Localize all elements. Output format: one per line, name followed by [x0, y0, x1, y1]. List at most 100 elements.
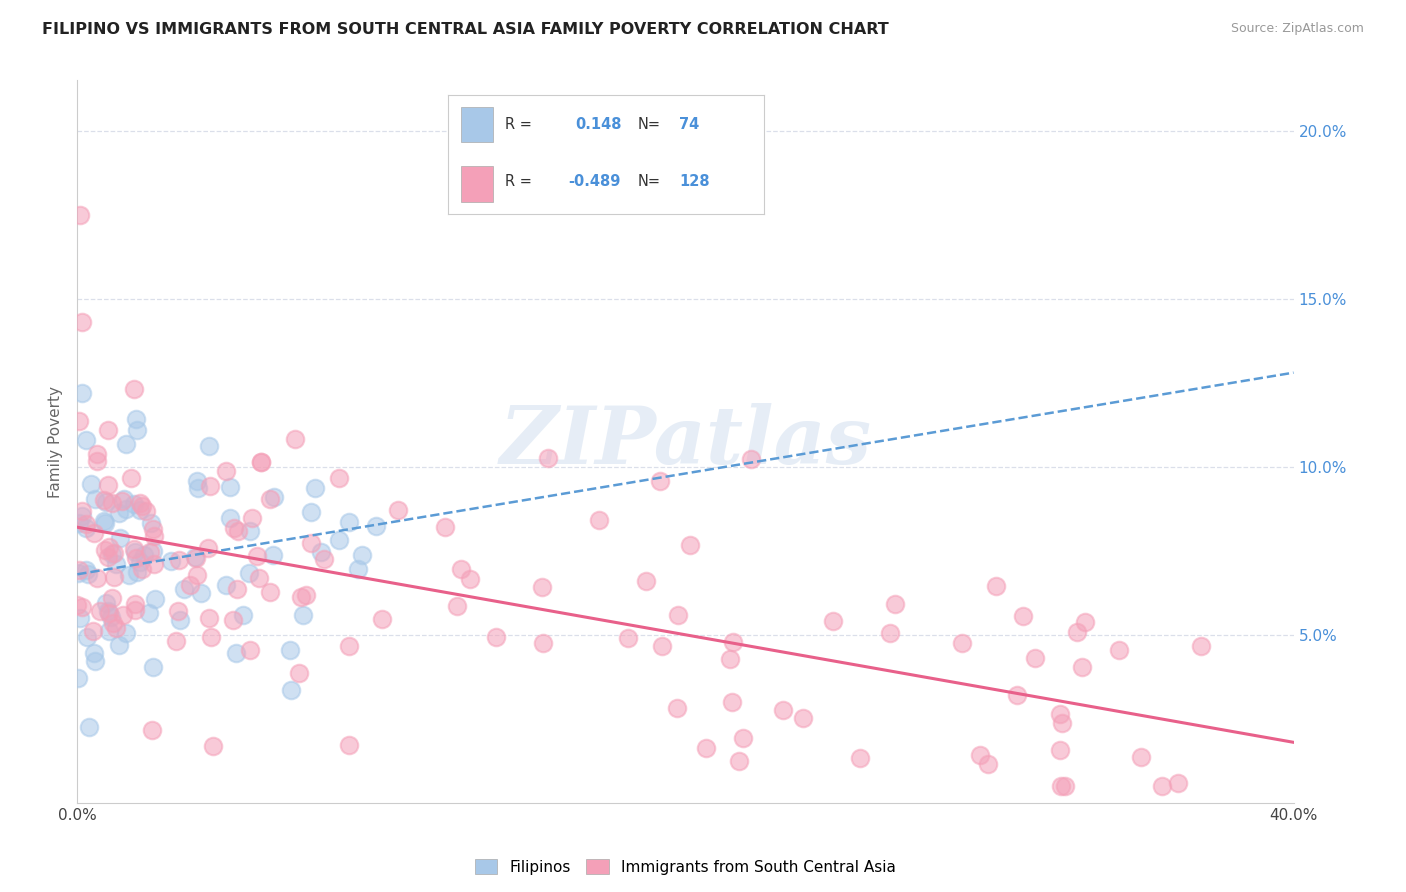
- Point: [165, 634, 187, 648]
- Point: [179, 577, 201, 591]
- Point: [186, 568, 208, 582]
- Point: [1066, 624, 1088, 639]
- Point: [588, 513, 610, 527]
- Point: [93, 493, 115, 508]
- Point: [250, 455, 273, 469]
- Point: [72, 315, 94, 329]
- Point: [679, 538, 702, 552]
- Point: [70, 508, 93, 523]
- Point: [723, 634, 745, 648]
- Point: [1049, 707, 1071, 722]
- Point: [879, 626, 901, 640]
- Point: [280, 683, 302, 698]
- Point: [101, 547, 124, 561]
- Point: [83, 654, 105, 668]
- Point: [107, 638, 129, 652]
- Point: [131, 562, 153, 576]
- Point: [173, 582, 195, 596]
- Point: [67, 516, 90, 530]
- Point: [288, 665, 311, 680]
- Point: [94, 596, 117, 610]
- Point: [352, 548, 374, 562]
- Point: [668, 607, 690, 622]
- Point: [101, 591, 124, 606]
- Point: [125, 411, 148, 425]
- Point: [259, 584, 281, 599]
- Point: [226, 524, 249, 539]
- Point: [1071, 660, 1094, 674]
- Point: [169, 553, 191, 567]
- Point: [103, 616, 125, 631]
- Point: [94, 495, 117, 509]
- Point: [122, 382, 145, 396]
- Point: [115, 502, 138, 516]
- Point: [125, 423, 148, 437]
- Point: [125, 550, 148, 565]
- Point: [1074, 615, 1097, 629]
- Point: [648, 474, 671, 488]
- Point: [97, 624, 120, 638]
- Legend: Filipinos, Immigrants from South Central Asia: Filipinos, Immigrants from South Central…: [474, 859, 897, 875]
- Text: ZIPatlas: ZIPatlas: [499, 403, 872, 480]
- Point: [531, 580, 554, 594]
- Point: [312, 552, 335, 566]
- Point: [246, 549, 269, 564]
- Point: [848, 751, 870, 765]
- Point: [446, 599, 468, 614]
- Point: [97, 478, 120, 492]
- Point: [138, 606, 160, 620]
- Point: [187, 481, 209, 495]
- Point: [83, 525, 105, 540]
- Point: [114, 436, 136, 450]
- Point: [114, 626, 136, 640]
- Text: Source: ZipAtlas.com: Source: ZipAtlas.com: [1230, 22, 1364, 36]
- Point: [86, 571, 108, 585]
- Point: [197, 541, 219, 556]
- Point: [186, 474, 208, 488]
- Point: [218, 511, 240, 525]
- Point: [134, 549, 156, 563]
- Point: [337, 515, 360, 529]
- Point: [72, 385, 94, 400]
- Point: [969, 748, 991, 763]
- Point: [1054, 779, 1077, 793]
- Point: [250, 455, 273, 469]
- Point: [160, 554, 183, 568]
- Point: [70, 503, 93, 517]
- Point: [364, 519, 387, 533]
- Point: [80, 476, 103, 491]
- Point: [226, 582, 249, 597]
- Point: [97, 550, 120, 565]
- Point: [222, 613, 245, 627]
- Point: [328, 533, 350, 548]
- Point: [240, 510, 263, 524]
- Point: [337, 738, 360, 752]
- Point: [651, 639, 673, 653]
- Point: [66, 598, 89, 612]
- Point: [239, 524, 262, 538]
- Point: [239, 643, 262, 657]
- Point: [86, 454, 108, 468]
- Point: [97, 604, 120, 618]
- Point: [718, 652, 741, 666]
- Point: [485, 631, 508, 645]
- Point: [128, 496, 150, 510]
- Point: [122, 497, 145, 511]
- Point: [69, 611, 91, 625]
- Point: [537, 450, 560, 465]
- Point: [97, 606, 120, 620]
- Point: [75, 433, 97, 447]
- Point: [124, 597, 146, 611]
- Point: [167, 604, 190, 618]
- Point: [299, 505, 322, 519]
- Point: [139, 545, 162, 559]
- Point: [214, 578, 236, 592]
- Point: [200, 630, 222, 644]
- Point: [190, 586, 212, 600]
- Point: [82, 624, 104, 639]
- Point: [111, 494, 134, 508]
- Point: [169, 613, 191, 627]
- Point: [200, 479, 222, 493]
- Point: [142, 660, 165, 674]
- Point: [75, 516, 97, 531]
